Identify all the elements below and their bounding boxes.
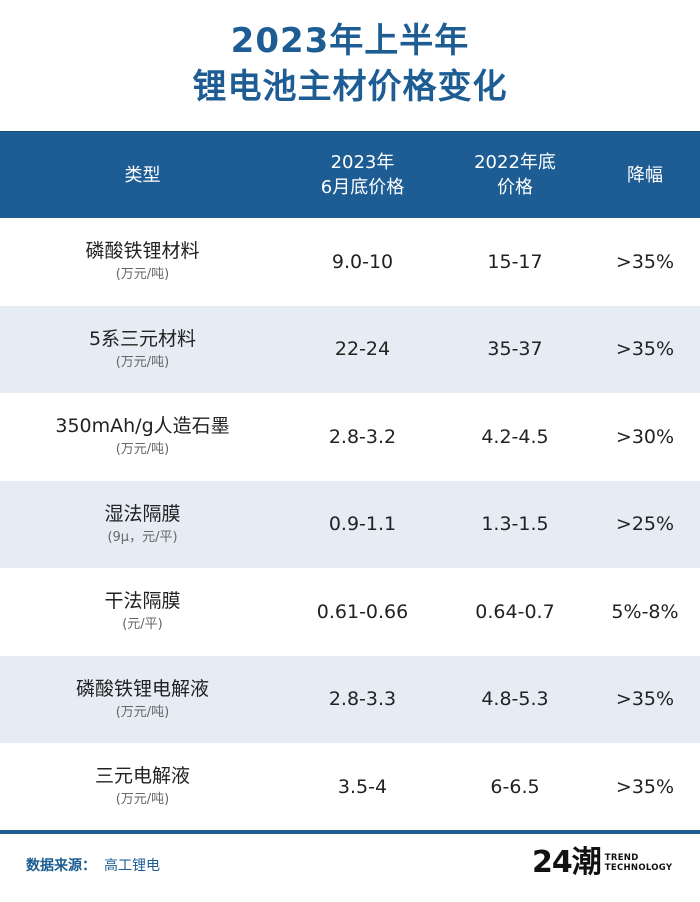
type-name: 湿法隔膜 bbox=[104, 502, 181, 525]
header-type: 类型 bbox=[124, 164, 161, 186]
logo-mark: 24潮 bbox=[532, 845, 602, 880]
price-2022-cell: 6-6.5 bbox=[490, 775, 540, 798]
type-cell: 磷酸铁锂电解液 (万元/吨) bbox=[0, 656, 285, 744]
price-2023-cell: 0.61-0.66 bbox=[316, 600, 409, 623]
table-header: 类型 2023年 6月底价格 2022年底 价格 降幅 bbox=[0, 131, 700, 218]
price-2023-cell: 2.8-3.2 bbox=[328, 425, 397, 448]
type-unit: (元/平) bbox=[122, 617, 163, 633]
type-unit: (9μ，元/平) bbox=[107, 529, 178, 545]
drop-cell: >35% bbox=[615, 688, 675, 711]
table-row: 磷酸铁锂材料 (万元/吨) 9.0-10 15-17 >35% bbox=[0, 218, 700, 306]
source-label: 数据来源： bbox=[26, 858, 96, 874]
price-table: 类型 2023年 6月底价格 2022年底 价格 降幅 磷酸铁锂材料 (万元/吨)… bbox=[0, 131, 700, 831]
logo-text: TREND TECHNOLOGY bbox=[605, 853, 673, 873]
type-cell: 5系三元材料 (万元/吨) bbox=[0, 306, 285, 394]
type-cell: 干法隔膜 (元/平) bbox=[0, 568, 285, 656]
type-wrap: 三元电解液 (万元/吨) bbox=[95, 763, 190, 810]
price-2023-cell: 3.5-4 bbox=[337, 775, 388, 798]
type-unit: (万元/吨) bbox=[115, 442, 170, 458]
type-unit: (万元/吨) bbox=[115, 792, 170, 808]
table-row: 干法隔膜 (元/平) 0.61-0.66 0.64-0.7 5%-8% bbox=[0, 568, 700, 656]
type-name: 350mAh/g人造石墨 bbox=[55, 415, 230, 438]
type-name: 干法隔膜 bbox=[104, 590, 181, 613]
header-price-2023: 2023年 6月底价格 bbox=[320, 152, 405, 198]
type-cell: 磷酸铁锂材料 (万元/吨) bbox=[0, 218, 285, 306]
table-row: 5系三元材料 (万元/吨) 22-24 35-37 >35% bbox=[0, 305, 700, 394]
drop-cell: 5%-8% bbox=[611, 600, 679, 623]
type-name: 5系三元材料 bbox=[88, 327, 197, 350]
bottom-divider bbox=[0, 830, 700, 834]
type-name: 三元电解液 bbox=[94, 765, 190, 788]
type-name: 磷酸铁锂材料 bbox=[85, 240, 200, 263]
price-2022-cell: 4.8-5.3 bbox=[481, 688, 549, 711]
drop-cell: >30% bbox=[615, 425, 675, 448]
type-wrap: 5系三元材料 (万元/吨) bbox=[89, 326, 196, 373]
type-wrap: 湿法隔膜 (9μ，元/平) bbox=[104, 501, 180, 548]
type-unit: (万元/吨) bbox=[115, 267, 170, 283]
price-2023-cell: 0.9-1.1 bbox=[328, 513, 397, 536]
type-cell: 350mAh/g人造石墨 (万元/吨) bbox=[0, 393, 285, 481]
price-2023-cell: 2.8-3.3 bbox=[328, 688, 397, 711]
logo-text-line-1: TREND bbox=[604, 853, 639, 863]
table-row: 磷酸铁锂电解液 (万元/吨) 2.8-3.3 4.8-5.3 >35% bbox=[0, 655, 700, 744]
drop-cell: >35% bbox=[615, 775, 675, 798]
source-value: 高工锂电 bbox=[104, 858, 160, 874]
type-wrap: 磷酸铁锂材料 (万元/吨) bbox=[85, 238, 199, 285]
drop-cell: >25% bbox=[615, 513, 675, 536]
type-wrap: 磷酸铁锂电解液 (万元/吨) bbox=[76, 676, 209, 723]
table-row: 湿法隔膜 (9μ，元/平) 0.9-1.1 1.3-1.5 >25% bbox=[0, 480, 700, 569]
drop-cell: >35% bbox=[615, 250, 675, 273]
type-cell: 湿法隔膜 (9μ，元/平) bbox=[0, 481, 285, 569]
brand-logo: 24潮 TREND TECHNOLOGY bbox=[532, 846, 672, 880]
header-drop: 降幅 bbox=[627, 164, 663, 186]
drop-cell: >35% bbox=[615, 338, 675, 361]
type-cell: 三元电解液 (万元/吨) bbox=[0, 743, 285, 831]
type-wrap: 350mAh/g人造石墨 (万元/吨) bbox=[55, 413, 229, 460]
table-body: 磷酸铁锂材料 (万元/吨) 9.0-10 15-17 >35% 5系三元材料 (万元/吨) 2… bbox=[0, 218, 700, 831]
price-2023-cell: 9.0-10 bbox=[331, 250, 394, 273]
footer: 数据来源： 高工锂电 24潮 TREND TECHNOLOGY bbox=[0, 840, 700, 890]
price-2022-cell: 1.3-1.5 bbox=[481, 513, 549, 536]
price-2022-cell: 0.64-0.7 bbox=[475, 600, 555, 623]
price-2022-cell: 35-37 bbox=[487, 338, 543, 361]
price-2023-cell: 22-24 bbox=[334, 338, 391, 361]
title-line-2: 锂电池主材价格变化 bbox=[192, 67, 508, 107]
table-row: 三元电解液 (万元/吨) 3.5-4 6-6.5 >35% bbox=[0, 743, 700, 831]
type-unit: (万元/吨) bbox=[115, 354, 170, 370]
logo-text-line-2: TECHNOLOGY bbox=[604, 863, 673, 873]
table-row: 350mAh/g人造石墨 (万元/吨) 2.8-3.2 4.2-4.5 >30% bbox=[0, 393, 700, 481]
type-unit: (万元/吨) bbox=[115, 704, 170, 720]
header-price-2022: 2022年底 价格 bbox=[474, 152, 556, 198]
type-wrap: 干法隔膜 (元/平) bbox=[104, 588, 180, 635]
title-line-1: 2023年上半年 bbox=[230, 21, 470, 61]
data-source: 数据来源： 高工锂电 bbox=[26, 855, 160, 875]
price-2022-cell: 4.2-4.5 bbox=[481, 425, 549, 448]
price-2022-cell: 15-17 bbox=[487, 250, 543, 273]
title-block: 2023年上半年 锂电池主材价格变化 bbox=[0, 18, 700, 110]
type-name: 磷酸铁锂电解液 bbox=[75, 677, 209, 700]
